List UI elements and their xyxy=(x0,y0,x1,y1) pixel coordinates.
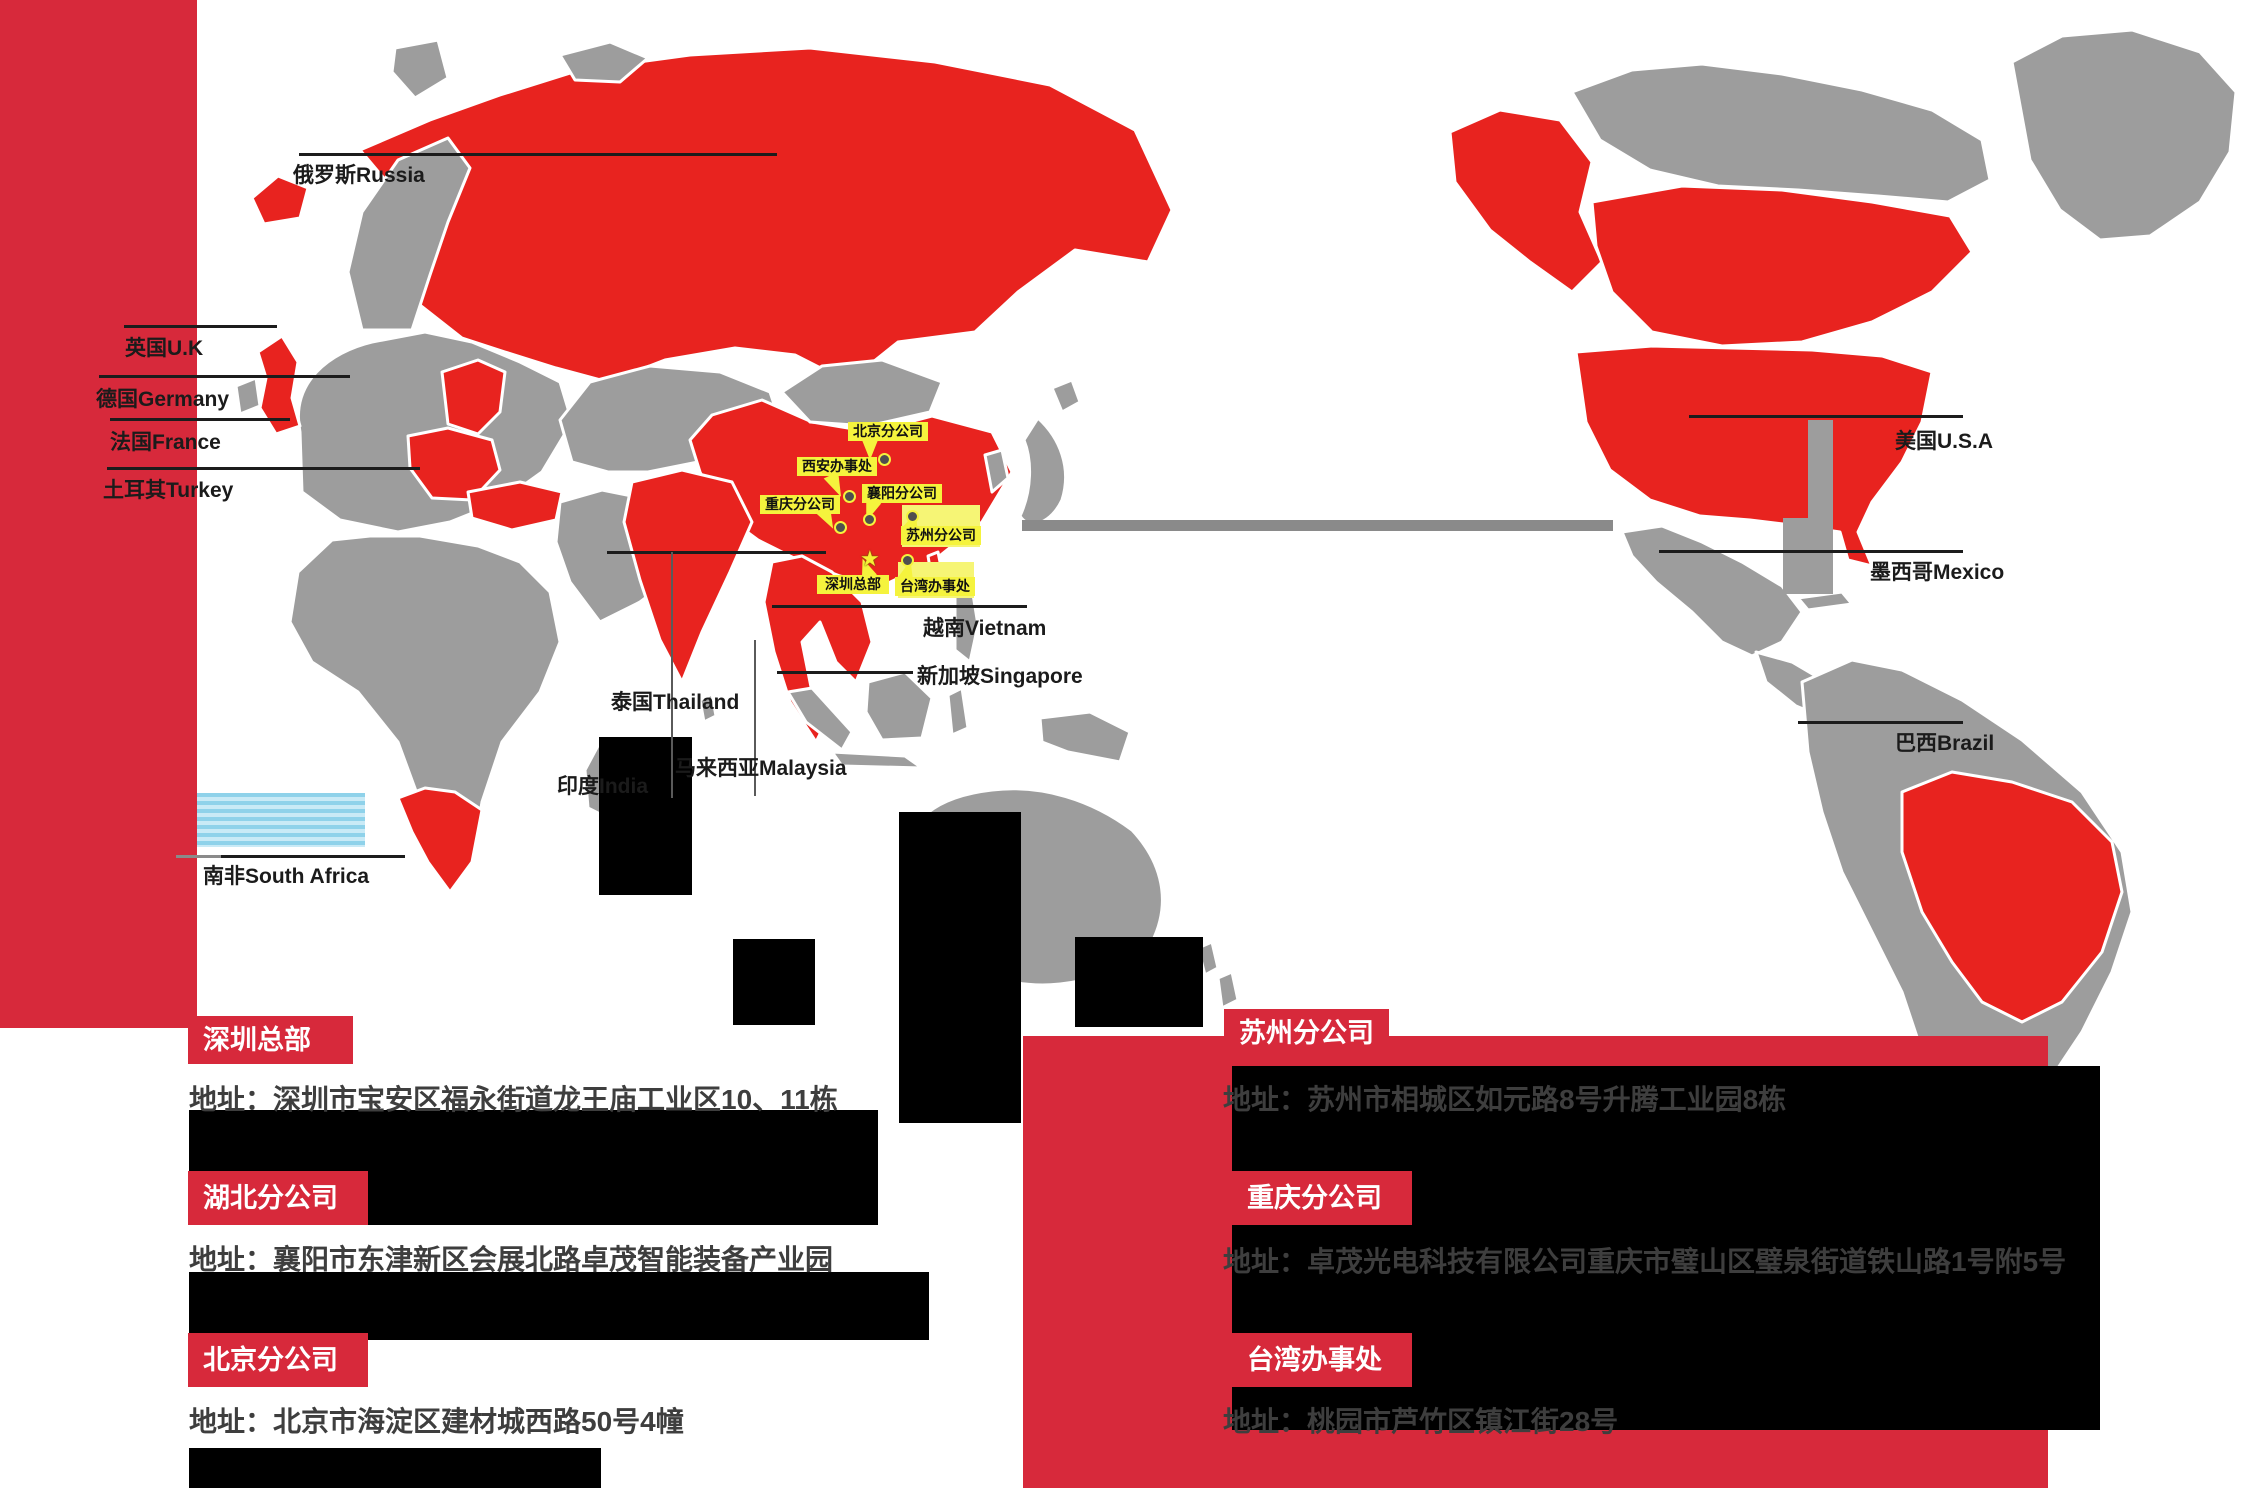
landmass-japan xyxy=(1018,416,1067,526)
marker-dot-taiwan xyxy=(901,554,914,567)
landmass-new-guinea xyxy=(1038,710,1132,764)
leader-line-germany xyxy=(99,375,350,378)
callout-chongqing: 重庆分公司 xyxy=(760,495,840,514)
landmass-brazil xyxy=(1900,770,2124,1024)
landmass-france xyxy=(406,426,502,502)
country-label-south-africa: 南非South Africa xyxy=(203,865,370,888)
callout-taiwan: 台湾办事处 xyxy=(895,577,975,596)
office-address-suzhou: 地址：苏州市相城区如元路8号升腾工业园8栋 xyxy=(1223,1084,1787,1115)
callout-pointer-beijing xyxy=(862,440,878,460)
marker-star-shenzhen: ★ xyxy=(860,546,880,571)
landmass-korea xyxy=(983,448,1010,494)
office-address-taiwan: 地址：桃园市芦竹区镇江街28号 xyxy=(1223,1406,1619,1437)
office-address-hubei: 地址：襄阳市东津新区会展北路卓茂智能装备产业园 xyxy=(189,1244,834,1275)
landmass-sumatra xyxy=(786,686,854,752)
office-address-chongqing: 地址：卓茂光电科技有限公司重庆市璧山区璧泉街道铁山路1号附5号 xyxy=(1223,1246,2067,1277)
artifact-blue-stripes xyxy=(197,793,365,847)
leader-line-india xyxy=(607,551,826,554)
marker-dot-xian xyxy=(843,490,856,503)
leader-line-vietnam xyxy=(772,605,1027,608)
country-label-singapore: 新加坡Singapore xyxy=(917,665,1083,688)
country-label-germany: 德国Germany xyxy=(96,388,230,411)
callout-beijing: 北京分公司 xyxy=(848,422,928,441)
gray-leader-bar xyxy=(1022,520,1613,531)
country-label-uk: 英国U.K xyxy=(125,337,204,360)
country-label-brazil: 巴西Brazil xyxy=(1895,732,1995,755)
landmass-india xyxy=(622,468,754,684)
country-label-france: 法国France xyxy=(110,431,221,454)
landmass-sulawesi xyxy=(946,686,970,737)
landmass-canada xyxy=(1590,184,1974,348)
leader-line-brazil xyxy=(1798,721,1963,724)
artifact-black-block-tall xyxy=(899,812,1021,1123)
office-address-beijing: 地址：北京市海淀区建材城西路50号4幢 xyxy=(189,1406,684,1437)
office-badge-beijing: 北京分公司 xyxy=(188,1333,368,1387)
landmass-mexico xyxy=(1620,524,1804,658)
callout-xian: 西安办事处 xyxy=(797,457,877,476)
marker-dot-chongqing xyxy=(834,521,847,534)
landmass-germany xyxy=(440,358,507,436)
leader-line-south-africa xyxy=(176,855,405,858)
leader-line-uk xyxy=(124,325,277,328)
country-label-usa: 美国U.S.A xyxy=(1895,430,1994,453)
artifact-black-block-thailand xyxy=(599,737,692,895)
leader-line-russia xyxy=(299,153,777,156)
office-badge-suzhou: 苏州分公司 xyxy=(1224,1009,1389,1057)
leader-line-turkey xyxy=(107,467,420,470)
landmass-new-zealand xyxy=(1196,940,1240,1010)
landmass-greenland xyxy=(2010,28,2238,242)
office-black-block-2 xyxy=(189,1272,929,1340)
artifact-gray-block xyxy=(1783,518,1833,594)
country-label-malaysia: 马来西亚Malaysia xyxy=(675,757,847,780)
leader-line-singapore xyxy=(777,671,913,674)
landmass-turkey xyxy=(466,480,564,532)
leader-line-france xyxy=(110,418,290,421)
office-badge-shenzhen-hq: 深圳总部 xyxy=(188,1016,353,1064)
leader-line-mexico xyxy=(1659,550,1963,553)
marker-dot-beijing xyxy=(878,453,891,466)
landmass-java xyxy=(830,750,924,770)
country-label-india: 印度India xyxy=(557,775,649,798)
leader-vline-india xyxy=(671,552,673,798)
office-black-block-3 xyxy=(189,1448,601,1488)
landmass-alaska xyxy=(1448,108,1604,294)
country-label-vietnam: 越南Vietnam xyxy=(923,617,1047,640)
landmass-mongolia xyxy=(780,358,944,428)
landmass-hokkaido xyxy=(1050,378,1082,414)
landmass-south-africa xyxy=(396,786,484,894)
landmass-uk xyxy=(256,334,302,436)
landmass-sri-lanka xyxy=(698,692,718,724)
red-sidebar xyxy=(0,0,197,1028)
leader-line-usa xyxy=(1689,415,1963,418)
landmass-svalbard xyxy=(558,40,650,84)
artifact-black-block-small-right xyxy=(1075,937,1203,1027)
landmass-russia xyxy=(358,46,1174,384)
callout-suzhou: 苏州分公司 xyxy=(901,526,981,545)
artifact-black-block-small-left xyxy=(733,939,815,1025)
office-address-shenzhen-hq: 地址：深圳市宝安区福永街道龙王庙工业区10、11栋 xyxy=(189,1084,838,1115)
landmass-arctic-island xyxy=(390,38,450,100)
callout-shenzhen: 深圳总部 xyxy=(817,575,889,594)
country-label-mexico: 墨西哥Mexico xyxy=(1870,561,2005,584)
leader-vline-malaysia xyxy=(754,640,756,796)
office-badge-chongqing: 重庆分公司 xyxy=(1232,1171,1412,1225)
landmass-cuba xyxy=(1796,590,1854,612)
landmass-iceland xyxy=(250,174,310,226)
country-label-russia: 俄罗斯Russia xyxy=(293,164,425,187)
landmass-usa xyxy=(1574,344,1934,568)
country-label-turkey: 土耳其Turkey xyxy=(103,479,234,502)
marker-dot-suzhou xyxy=(906,510,919,523)
callout-xiangyang: 襄阳分公司 xyxy=(862,484,942,503)
artifact-gray-strip xyxy=(1808,420,1833,520)
landmass-ireland xyxy=(234,376,262,416)
country-label-thailand: 泰国Thailand xyxy=(611,691,740,714)
marker-dot-xiangyang xyxy=(863,513,876,526)
landmass-north-canada xyxy=(1570,62,1992,204)
office-badge-taiwan: 台湾办事处 xyxy=(1232,1333,1412,1387)
world-map xyxy=(234,28,2238,1212)
office-badge-hubei: 湖北分公司 xyxy=(188,1171,368,1225)
